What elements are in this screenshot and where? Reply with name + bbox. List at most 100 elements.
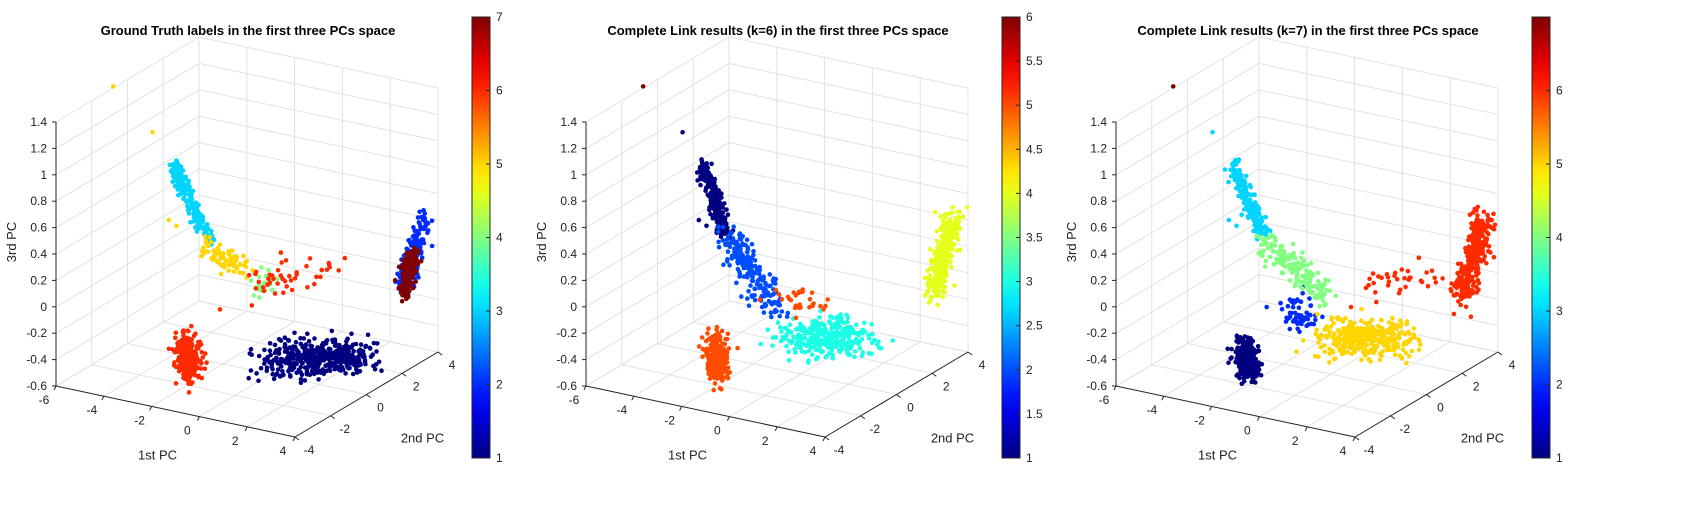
scatter-point (935, 286, 940, 292)
scatter-point (1355, 325, 1361, 331)
scatter-point (173, 335, 178, 341)
scatter-point (177, 182, 183, 187)
x-tick-mark (1161, 395, 1165, 401)
scatter-point (1294, 271, 1300, 277)
scatter-point (289, 287, 295, 293)
scatter-point (814, 333, 819, 339)
scatter-point (846, 330, 852, 335)
x-tick-mark (631, 395, 635, 401)
axes (582, 121, 973, 442)
scatter-point (333, 359, 338, 365)
scatter-point (1299, 255, 1304, 261)
colorbar-tick-label: 5.5 (1026, 54, 1043, 68)
scatter-point (315, 364, 321, 369)
scatter-point (708, 198, 713, 203)
x-tick-mark (149, 406, 153, 411)
scatter-point (1470, 247, 1476, 253)
scatter-point (786, 349, 791, 355)
scatter-point (363, 344, 368, 350)
scatter-point (276, 350, 282, 356)
scatter-point (843, 343, 849, 348)
x-tick-label: -6 (39, 393, 50, 407)
scatter-point (183, 363, 188, 369)
scatter-point (251, 293, 257, 298)
x-tick-label: -4 (616, 403, 627, 417)
colorbar-tick-label: 5 (496, 157, 503, 171)
z-tick-label: 1.4 (1090, 115, 1107, 129)
z-axis-label: 3rd PC (534, 222, 549, 262)
scatter-point (771, 292, 776, 297)
scatter-point (717, 338, 723, 343)
scatter-point (343, 371, 348, 376)
colorbar-tick-label: 6 (1556, 84, 1563, 98)
colorbar-tick-label: 5 (1556, 157, 1563, 171)
scatter-point (356, 356, 361, 361)
scatter-point (1256, 250, 1262, 256)
scatter-point (1329, 315, 1335, 320)
scatter-point (1470, 232, 1476, 237)
scatter-point (716, 188, 721, 193)
scatter-point (710, 181, 715, 187)
scatter-point (854, 331, 860, 337)
scatter-point (818, 303, 823, 309)
scatter-point (1234, 223, 1239, 229)
scatter-point (775, 320, 781, 325)
scatter-point (176, 164, 181, 169)
scatter-point (1296, 278, 1302, 284)
scatter-point (1390, 321, 1395, 327)
scatter-point (1300, 250, 1305, 255)
scatter-point (1348, 319, 1353, 325)
scatter-point (1492, 222, 1498, 228)
scatter-point (312, 336, 317, 341)
scatter-point (737, 269, 742, 275)
scatter-point (411, 259, 416, 264)
scatter-point (273, 355, 279, 361)
scatter-point (705, 184, 711, 189)
scatter-point (1238, 356, 1244, 362)
scatter-point (282, 335, 288, 341)
z-tick-label: -0.4 (26, 353, 47, 367)
scatter-point (1380, 349, 1386, 354)
y-tick-label: -2 (1399, 422, 1410, 436)
scatter-point (840, 338, 846, 344)
scatter-point (1253, 200, 1258, 205)
scatter-point (288, 345, 294, 351)
scatter-point (712, 381, 718, 386)
scatter-point (1242, 379, 1247, 384)
scatter-point (1473, 236, 1479, 242)
scatter-point (1240, 370, 1245, 375)
colorbar-tick-label: 3.5 (1026, 231, 1043, 245)
scatter-point (1256, 206, 1262, 211)
scatter-point (305, 285, 310, 290)
gridline-back-z (1258, 168, 1499, 221)
gridline-left-z (585, 247, 730, 334)
x-tick-mark (1113, 385, 1117, 391)
scatter-point (1279, 306, 1285, 312)
scatter-point (429, 243, 435, 249)
scatter-point (940, 261, 946, 266)
y-tick-label: 4 (979, 358, 986, 372)
scatter-point (1343, 316, 1348, 321)
scatter-point (943, 215, 948, 220)
scatter-point (720, 378, 725, 383)
scatter-point (1310, 290, 1316, 296)
gridline-left-z (55, 115, 200, 202)
scatter-point (358, 342, 364, 347)
scatter-point (1359, 318, 1364, 323)
scatter-point (1357, 340, 1363, 346)
scatter-point (267, 272, 273, 278)
scatter-point (739, 294, 744, 299)
scatter-point (941, 273, 947, 278)
scatter-point (234, 265, 240, 271)
scatter-point (176, 369, 182, 374)
gridline-back-z (1258, 115, 1499, 168)
colorbar-tick-label: 1 (1556, 451, 1563, 465)
scatter-point (292, 330, 297, 336)
scatter-point (852, 354, 857, 360)
scatter-point (190, 343, 195, 349)
scatter-point (957, 209, 962, 215)
scatter-point (189, 323, 194, 329)
scatter-point (275, 281, 280, 286)
scatter-point (936, 242, 941, 248)
z-tick-label: 0.8 (560, 194, 577, 208)
